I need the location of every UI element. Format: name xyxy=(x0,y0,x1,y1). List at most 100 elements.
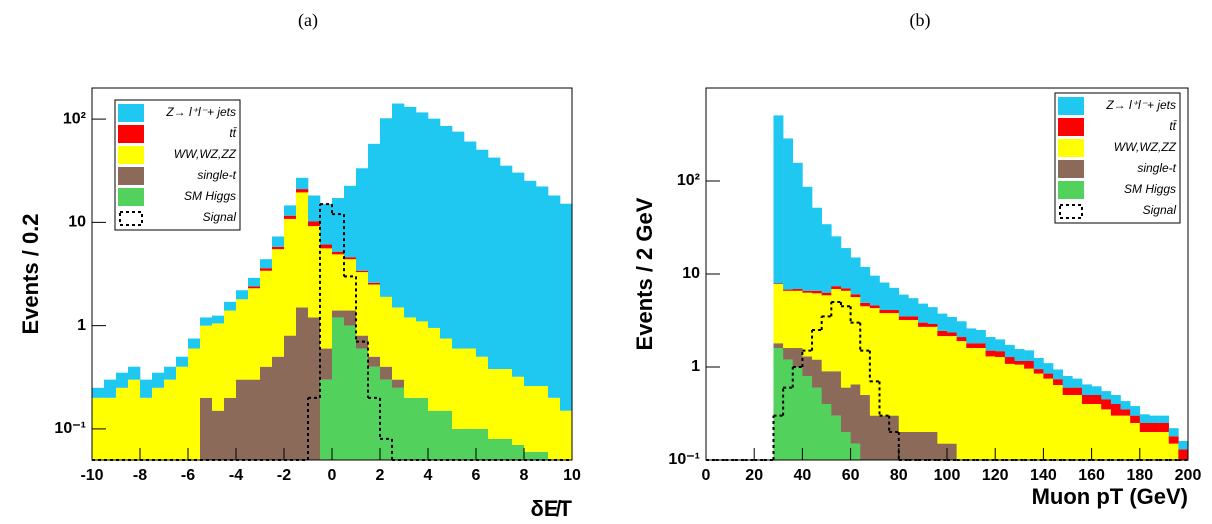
bar-segment xyxy=(1110,404,1121,416)
legend-swatch xyxy=(118,167,144,185)
bar-segment xyxy=(879,310,890,314)
bar-segment xyxy=(260,268,273,271)
bar-segment xyxy=(850,443,861,460)
subplot-label: (b) xyxy=(910,10,931,31)
bar-segment xyxy=(500,438,513,460)
bar-segment xyxy=(840,387,851,433)
bar-segment xyxy=(927,307,938,324)
bar-segment xyxy=(1178,441,1189,450)
bar-segment xyxy=(404,317,417,398)
bar-segment xyxy=(116,372,129,388)
bar-segment xyxy=(1139,432,1150,460)
bar-segment xyxy=(995,339,1006,352)
bar-segment xyxy=(356,168,369,271)
bar-segment xyxy=(368,143,381,283)
bar-segment xyxy=(272,246,285,250)
bar-segment xyxy=(176,366,189,460)
bar-segment xyxy=(248,277,261,287)
bar-segment xyxy=(821,292,832,296)
bar-segment xyxy=(1091,386,1102,395)
bar-segment xyxy=(812,290,822,294)
bar-segment xyxy=(850,384,861,444)
bar-segment xyxy=(1014,364,1025,460)
legend-label: tt̄ xyxy=(1169,119,1177,133)
bar-segment xyxy=(404,397,417,460)
bar-segment xyxy=(344,310,357,326)
bar-segment xyxy=(272,249,285,357)
bar-segment xyxy=(840,288,851,291)
bar-segment xyxy=(320,244,333,249)
bar-segment xyxy=(783,359,794,460)
bar-segment xyxy=(200,317,213,326)
bar-segment xyxy=(802,376,813,460)
bar-segment xyxy=(1033,373,1044,460)
bar-segment xyxy=(850,257,861,295)
bar-segment xyxy=(966,343,977,349)
bar-segment xyxy=(224,301,237,311)
bar-segment xyxy=(947,443,957,460)
bar-segment xyxy=(416,321,429,398)
legend-swatch xyxy=(118,146,144,164)
bar-segment xyxy=(140,379,153,398)
legend-swatch xyxy=(118,188,144,206)
bar-segment xyxy=(512,172,525,377)
bar-segment xyxy=(1159,432,1170,460)
bar-segment xyxy=(512,444,525,460)
bar-segment xyxy=(947,336,957,444)
bar-segment xyxy=(500,369,513,439)
x-tick-label: 10 xyxy=(563,467,581,484)
bar-segment xyxy=(1110,415,1121,460)
bar-segment xyxy=(792,162,803,289)
legend-label: WW,WZ,ZZ xyxy=(174,147,237,161)
bar-segment xyxy=(140,397,153,460)
bar-segment xyxy=(1081,384,1092,395)
bar-segment xyxy=(783,290,794,349)
bar-segment xyxy=(812,387,822,460)
bar-segment xyxy=(918,326,929,433)
bar-segment xyxy=(296,189,309,193)
bar-segment xyxy=(260,270,273,367)
legend-label: WW,WZ,ZZ xyxy=(1114,140,1177,154)
bar-segment xyxy=(918,322,929,327)
bar-segment xyxy=(840,290,851,388)
bar-segment xyxy=(831,371,842,416)
bar-segment xyxy=(1110,394,1121,405)
bar-segment xyxy=(344,259,357,311)
bar-segment xyxy=(869,275,880,306)
bar-segment xyxy=(1043,373,1054,379)
bar-segment xyxy=(500,165,513,370)
x-tick-label: 20 xyxy=(745,467,763,484)
bar-segment xyxy=(1101,409,1112,460)
bar-segment xyxy=(224,397,237,460)
bar-segment xyxy=(850,297,861,385)
bar-segment xyxy=(464,141,477,349)
bar-segment xyxy=(1159,422,1170,433)
x-tick-label: 40 xyxy=(794,467,812,484)
bar-segment xyxy=(1081,394,1092,405)
bar-segment xyxy=(860,302,871,307)
bar-segment xyxy=(344,325,357,460)
bar-segment xyxy=(773,283,784,285)
bar-segment xyxy=(947,316,957,333)
bar-segment xyxy=(792,348,803,367)
bar-segment xyxy=(773,115,784,284)
bar-segment xyxy=(1091,404,1102,460)
bar-segment xyxy=(308,221,321,227)
bar-segment xyxy=(452,131,465,349)
bar-segment xyxy=(773,284,784,344)
x-tick-label: 140 xyxy=(1030,467,1057,484)
bar-segment xyxy=(821,371,832,405)
bar-segment xyxy=(284,205,297,216)
bar-segment xyxy=(344,185,357,258)
bar-segment xyxy=(332,317,345,460)
bar-segment xyxy=(792,288,803,291)
bar-segment xyxy=(937,443,948,460)
bar-segment xyxy=(975,348,986,460)
bar-segment xyxy=(812,207,822,291)
bar-segment xyxy=(908,298,919,317)
bar-segment xyxy=(392,103,405,308)
bar-segment xyxy=(356,272,369,336)
x-tick-label: -4 xyxy=(229,467,243,484)
bar-segment xyxy=(380,366,393,380)
subplot-label: (a) xyxy=(298,10,318,31)
